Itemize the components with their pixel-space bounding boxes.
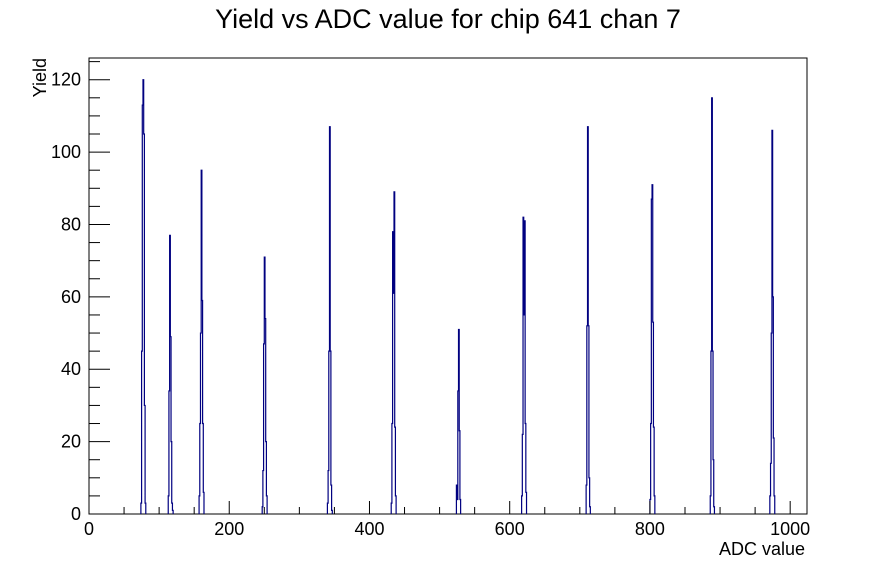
bars-layer: [140, 79, 776, 514]
y-tick-label: 0: [71, 504, 81, 524]
plot-frame: [88, 57, 808, 515]
y-axis-label: Yield: [30, 58, 50, 97]
histogram-bin: [457, 500, 458, 514]
y-tick-label: 60: [61, 287, 81, 307]
x-tick-label: 1000: [770, 519, 810, 539]
x-tick-label: 800: [635, 519, 665, 539]
x-tick-label: 200: [214, 519, 244, 539]
x-tick-label: 600: [495, 519, 525, 539]
x-axis-label: ADC value: [719, 539, 805, 559]
chart-title: Yield vs ADC value for chip 641 chan 7: [215, 4, 681, 34]
y-tick-label: 20: [61, 432, 81, 452]
histogram-bin: [143, 80, 144, 514]
histogram-outline: [140, 79, 776, 514]
histogram-bin: [524, 315, 525, 514]
x-tick-label: 0: [84, 519, 94, 539]
y-tick-label: 120: [51, 70, 81, 90]
y-tick-label: 100: [51, 142, 81, 162]
axis-layer: 0 200 400 600 800 1000 0 20 40 60 80 100 120: [51, 61, 810, 539]
x-tick-label: 400: [354, 519, 384, 539]
frame-layer: [88, 57, 808, 515]
histogram-bin: [393, 293, 394, 514]
y-tick-label: 80: [61, 214, 81, 234]
y-tick-label: 40: [61, 359, 81, 379]
